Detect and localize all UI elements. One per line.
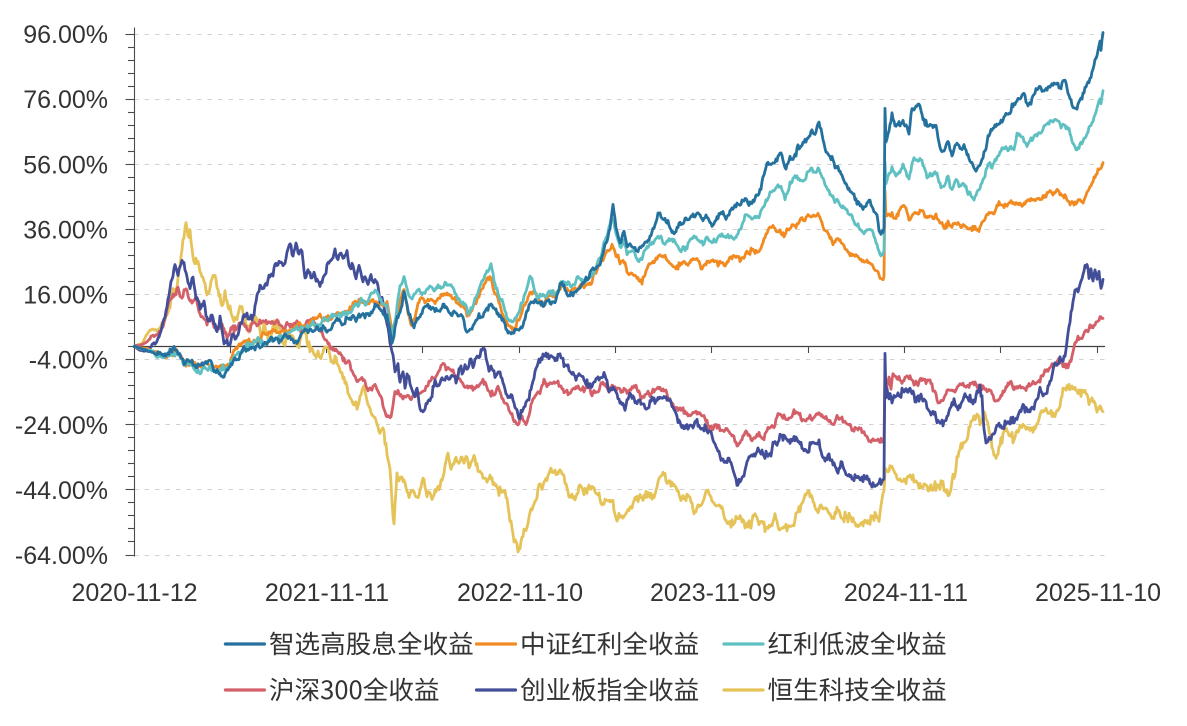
svg-text:2024-11-11: 2024-11-11 (844, 579, 968, 607)
svg-text:2025-11-10: 2025-11-10 (1035, 579, 1161, 607)
svg-text:96.00%: 96.00% (23, 21, 108, 49)
svg-text:-4.00%: -4.00% (29, 347, 108, 375)
svg-text:2022-11-10: 2022-11-10 (457, 579, 583, 607)
svg-text:76.00%: 76.00% (23, 86, 108, 114)
svg-text:36.00%: 36.00% (23, 216, 108, 244)
svg-text:2023-11-09: 2023-11-09 (650, 579, 776, 607)
svg-text:-44.00%: -44.00% (15, 477, 108, 505)
svg-text:-64.00%: -64.00% (15, 542, 108, 570)
svg-text:56.00%: 56.00% (23, 151, 108, 179)
svg-text:-24.00%: -24.00% (15, 412, 108, 440)
svg-text:2020-11-12: 2020-11-12 (71, 579, 197, 607)
svg-text:2021-11-11: 2021-11-11 (265, 579, 389, 607)
svg-text:16.00%: 16.00% (23, 282, 108, 310)
